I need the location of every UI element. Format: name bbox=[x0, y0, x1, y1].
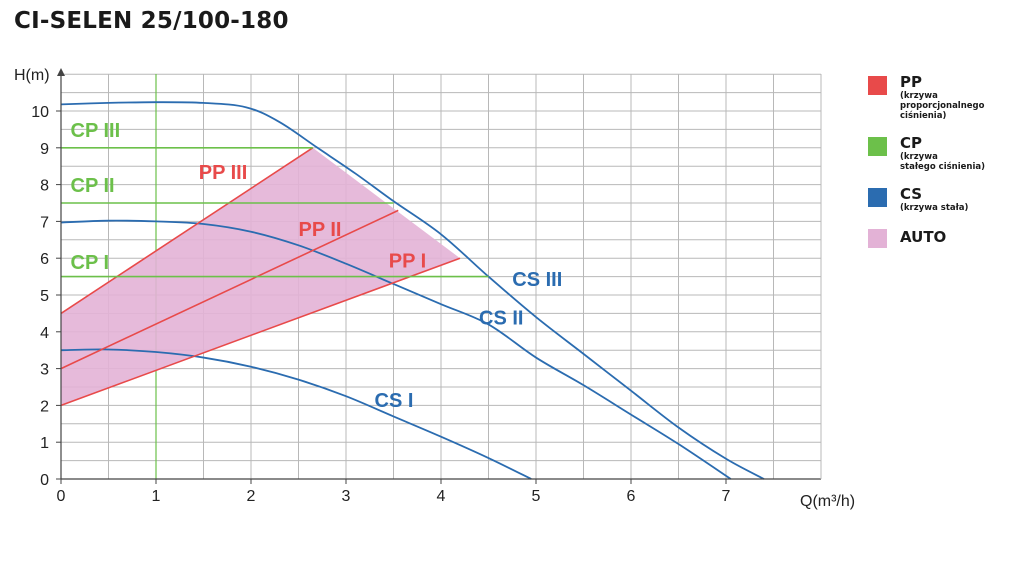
legend-desc-cp-1: (krzywa bbox=[900, 152, 938, 162]
legend-swatch-cp bbox=[868, 137, 887, 156]
x-tick-label: 4 bbox=[437, 488, 446, 505]
legend-desc-pp-3: ciśnienia) bbox=[900, 111, 947, 121]
legend-item-pp: PP (krzywa proporcjonalnego ciśnienia) bbox=[866, 74, 1006, 121]
y-tick-label: 8 bbox=[40, 178, 49, 195]
x-axis-title: Q(m³/h) bbox=[800, 493, 855, 510]
series-cs-iii bbox=[60, 101, 765, 480]
label-cs-iii: CS III bbox=[512, 269, 562, 291]
legend-swatch-cs bbox=[868, 188, 887, 207]
y-tick-label: 9 bbox=[40, 141, 49, 158]
legend: PP (krzywa proporcjonalnego ciśnienia) C… bbox=[866, 74, 1006, 262]
y-tick-label: 5 bbox=[40, 288, 49, 305]
label-pp-ii: PP II bbox=[299, 219, 342, 241]
legend-desc-cs-1: (krzywa stała) bbox=[900, 203, 969, 213]
series-pp-ii bbox=[60, 209, 399, 370]
y-axis-arrow bbox=[57, 68, 65, 76]
series-cs-ii bbox=[60, 219, 732, 480]
y-tick-label: 4 bbox=[40, 325, 49, 342]
x-tick-label: 6 bbox=[627, 488, 636, 505]
legend-name-pp: PP bbox=[900, 73, 922, 91]
series-lines bbox=[60, 101, 765, 480]
grid bbox=[61, 73, 822, 479]
y-tick-label: 7 bbox=[40, 214, 49, 231]
axes: 0 1 2 3 4 5 6 7 0 1 2 3 4 5 6 7 8 9 10 H(m) Q(m³/h) bbox=[14, 67, 855, 510]
label-cp-ii: CP II bbox=[71, 175, 115, 197]
legend-name-cs: CS bbox=[900, 185, 923, 203]
label-pp-i: PP I bbox=[389, 250, 426, 272]
x-tick-label: 3 bbox=[342, 488, 351, 505]
y-tick-label: 10 bbox=[31, 104, 49, 121]
y-tick-label: 3 bbox=[40, 362, 49, 379]
legend-item-cs: CS (krzywa stała) bbox=[866, 186, 1006, 213]
legend-swatch-auto bbox=[868, 229, 887, 248]
x-tick-label: 5 bbox=[532, 488, 541, 505]
legend-desc-cp-2: stałego ciśnienia) bbox=[900, 162, 985, 172]
series-pp-iii bbox=[60, 147, 314, 315]
label-cp-iii: CP III bbox=[71, 120, 121, 142]
x-tick-label: 2 bbox=[247, 488, 256, 505]
label-pp-iii: PP III bbox=[199, 162, 248, 184]
y-axis-title: H(m) bbox=[14, 67, 50, 84]
series-labels: CP III CP II CP I PP III PP II PP I CS III CS I… bbox=[71, 120, 563, 412]
y-tick-label: 6 bbox=[40, 251, 49, 268]
page-title: CI-SELEN 25/100-180 bbox=[14, 8, 289, 34]
legend-name-auto: AUTO bbox=[900, 228, 947, 246]
label-cp-i: CP I bbox=[71, 252, 110, 274]
label-cs-ii: CS II bbox=[479, 307, 523, 329]
legend-item-auto: AUTO bbox=[866, 227, 1006, 248]
legend-desc-pp-2: proporcjonalnego bbox=[900, 101, 985, 111]
legend-item-cp: CP (krzywa stałego ciśnienia) bbox=[866, 135, 1006, 172]
series-pp-i bbox=[60, 257, 461, 407]
legend-name-cp: CP bbox=[900, 134, 923, 152]
legend-swatch-pp bbox=[868, 76, 887, 95]
x-tick-label: 1 bbox=[152, 488, 161, 505]
y-tick-label: 1 bbox=[40, 435, 49, 452]
x-tick-label: 7 bbox=[722, 488, 731, 505]
y-tick-label: 2 bbox=[40, 398, 49, 415]
y-tick-label: 0 bbox=[40, 472, 49, 489]
series-cs-i bbox=[60, 348, 532, 480]
label-cs-i: CS I bbox=[375, 390, 414, 412]
legend-desc-pp-1: (krzywa bbox=[900, 91, 938, 101]
x-tick-label: 0 bbox=[57, 488, 66, 505]
